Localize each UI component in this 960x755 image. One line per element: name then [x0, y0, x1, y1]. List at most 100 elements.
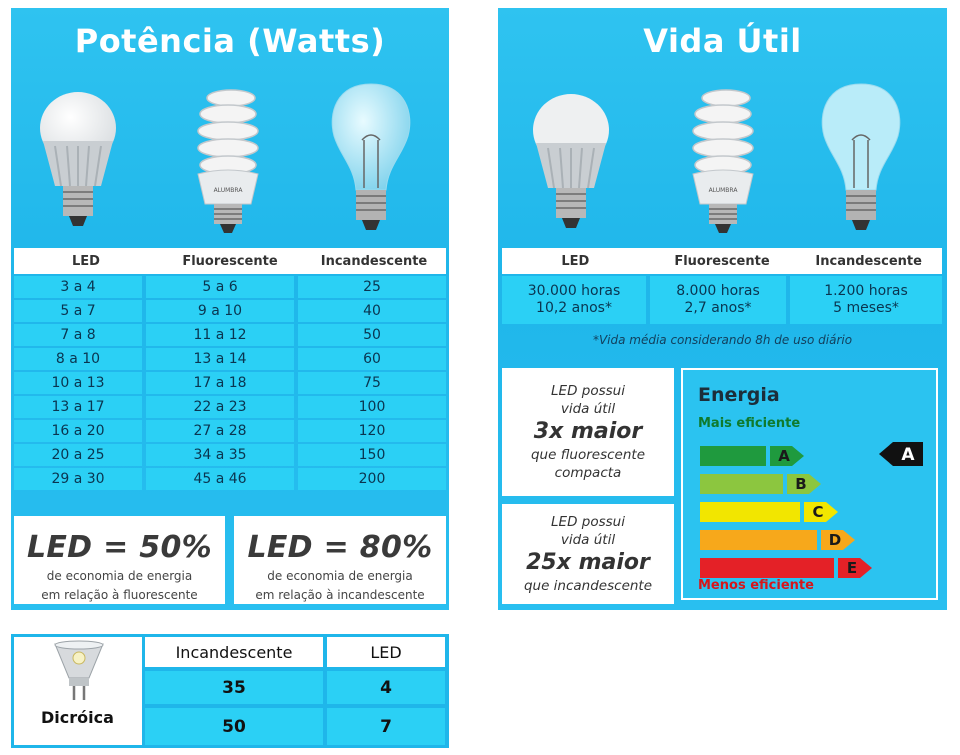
energy-arrow — [821, 530, 855, 550]
header-incandescent: Incandescente — [815, 253, 922, 269]
comparison-box-incandescent: LED possui vida útil 25x maior que incan… — [502, 504, 674, 604]
comparison-line: LED possui — [551, 514, 625, 530]
dichroic-header-incandescent: Incandescente — [145, 637, 323, 667]
lifespan-cell-fluorescent: 8.000 horas 2,7 anos* — [650, 276, 786, 324]
power-table-cell: 100 — [298, 396, 446, 418]
fluorescent-bulb-icon: ALUMBRA — [678, 86, 768, 236]
lifespan-table-header: LED Fluorescente Incandescente — [502, 248, 942, 274]
header-fluorescent: Fluorescente — [182, 253, 278, 269]
savings-line: de economia de energia — [46, 569, 193, 583]
lifespan-title: Vida Útil — [643, 22, 802, 60]
power-table-cell: 50 — [298, 324, 446, 346]
power-table-cell: 7 a 8 — [14, 324, 142, 346]
lifespan-hours: 1.200 horas — [824, 283, 908, 299]
comparison-line: vida útil — [560, 532, 616, 548]
power-table-cell: 5 a 6 — [146, 276, 294, 298]
lifespan-hours: 30.000 horas — [527, 283, 621, 299]
energy-class-d: D — [700, 530, 855, 550]
energy-class-a: A — [700, 446, 804, 466]
savings-line: em relação à fluorescente — [41, 588, 198, 602]
led-bulb-icon — [33, 86, 123, 236]
energy-arrow — [770, 446, 804, 466]
power-table-cell: 75 — [298, 372, 446, 394]
dichroic-cell: 50 — [145, 708, 323, 745]
energy-indicator: A — [879, 442, 923, 466]
power-table-cell: 9 a 10 — [146, 300, 294, 322]
savings-line: de economia de energia — [267, 569, 413, 583]
power-table-cell: 17 a 18 — [146, 372, 294, 394]
energy-bar — [700, 446, 766, 466]
power-table-cell: 10 a 13 — [14, 372, 142, 394]
comparison-line: vida útil — [560, 401, 616, 417]
header-incandescent: Incandescente — [320, 253, 428, 269]
power-table-cell: 60 — [298, 348, 446, 370]
lifespan-years: 2,7 anos* — [684, 300, 752, 316]
power-table-cell: 22 a 23 — [146, 396, 294, 418]
energy-bar — [700, 502, 800, 522]
power-table-cell: 13 a 17 — [14, 396, 142, 418]
dichroic-cell: 35 — [145, 671, 323, 704]
dichroic-cell: 4 — [327, 671, 445, 704]
lifespan-footnote: *Vida média considerando 8h de uso diári… — [592, 333, 853, 347]
energy-arrow — [838, 558, 872, 578]
savings-headline: LED = 50% — [26, 530, 213, 565]
energy-class-b: B — [700, 474, 821, 494]
power-table-cell: 20 a 25 — [14, 444, 142, 466]
energy-arrow — [787, 474, 821, 494]
savings-box-incandescent: LED = 80% de economia de energia em rela… — [234, 516, 446, 604]
power-table-cell: 25 — [298, 276, 446, 298]
energy-least-efficient: Menos eficiente — [698, 578, 814, 593]
power-table-cell: 11 a 12 — [146, 324, 294, 346]
power-table-cell: 16 a 20 — [14, 420, 142, 442]
power-table-cell: 150 — [298, 444, 446, 466]
dichroic-label: Dicróica — [41, 708, 114, 727]
svg-text:ALUMBRA: ALUMBRA — [709, 187, 739, 194]
lifespan-years: 10,2 anos* — [536, 300, 612, 316]
lifespan-panel: Vida Útil ALUMBRA — [498, 8, 947, 610]
lifespan-cell-incandescent: 1.200 horas 5 meses* — [790, 276, 942, 324]
energy-class-letter: D — [829, 531, 841, 549]
power-panel: Potência (Watts) — [11, 8, 449, 610]
power-table-cell: 40 — [298, 300, 446, 322]
energy-class-c: C — [700, 502, 838, 522]
energy-bar — [700, 558, 834, 578]
comparison-line: que fluorescente — [530, 447, 646, 463]
svg-text:ALUMBRA: ALUMBRA — [214, 187, 244, 194]
power-title: Potência (Watts) — [74, 22, 386, 60]
energy-title: Energia — [698, 384, 780, 406]
dichroic-header-led: LED — [327, 637, 445, 667]
power-table-cell: 120 — [298, 420, 446, 442]
power-table-cell: 8 a 10 — [14, 348, 142, 370]
comparison-headline: 3x maior — [533, 419, 643, 444]
power-table-cell: 200 — [298, 468, 446, 490]
energy-most-efficient: Mais eficiente — [698, 416, 801, 431]
comparison-box-fluorescent: LED possui vida útil 3x maior que fluore… — [502, 368, 674, 496]
header-led: LED — [72, 253, 100, 269]
dichroic-cell: 7 — [327, 708, 445, 745]
energy-bar — [700, 530, 817, 550]
comparison-line: LED possui — [551, 383, 625, 399]
energy-indicator-letter: A — [901, 445, 915, 465]
header-fluorescent: Fluorescente — [674, 253, 770, 269]
header-led: LED — [561, 253, 590, 269]
energy-bar — [700, 474, 783, 494]
incandescent-bulb-icon — [816, 80, 906, 236]
power-table-cell: 34 a 35 — [146, 444, 294, 466]
energy-class-letter: A — [778, 447, 790, 465]
power-table-cell: 13 a 14 — [146, 348, 294, 370]
lifespan-years: 5 meses* — [833, 300, 899, 316]
savings-headline: LED = 80% — [247, 530, 433, 565]
incandescent-bulb-icon — [326, 80, 416, 236]
power-table-cell: 5 a 7 — [14, 300, 142, 322]
energy-class-letter: E — [847, 559, 857, 577]
power-table-cell: 27 a 28 — [146, 420, 294, 442]
lifespan-cell-led: 30.000 horas 10,2 anos* — [502, 276, 646, 324]
comparison-line: compacta — [554, 465, 622, 481]
energy-class-letter: B — [795, 475, 806, 493]
dichroic-panel: Dicróica Incandescente LED 35 4 50 7 — [11, 634, 449, 748]
comparison-line: que incandescente — [523, 578, 653, 594]
comparison-headline: 25x maior — [526, 550, 650, 575]
